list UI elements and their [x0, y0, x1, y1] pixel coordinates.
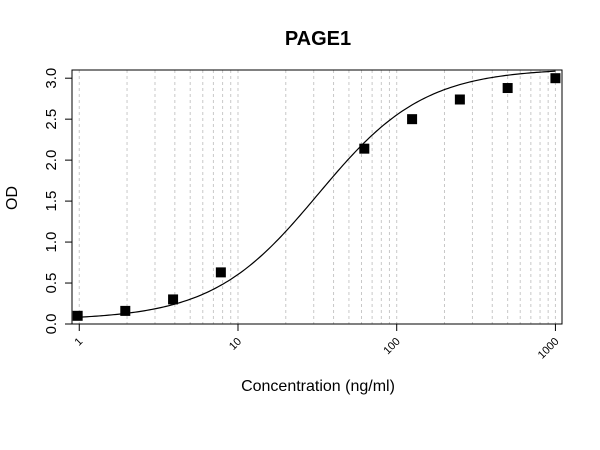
fit-curve: [77, 70, 556, 318]
x-axis: 1 10 100 1000: [73, 324, 562, 361]
data-points: [72, 73, 561, 321]
data-point: [168, 294, 179, 305]
data-point: [407, 114, 418, 125]
data-point: [454, 94, 465, 105]
chart-title: PAGE1: [285, 28, 351, 50]
y-tick-label: 1.0: [43, 232, 60, 253]
data-point: [550, 73, 561, 84]
y-tick-label: 2.5: [43, 109, 60, 130]
x-tick-label: 1: [73, 336, 86, 349]
data-point: [215, 267, 226, 278]
plot-frame: [71, 69, 563, 325]
data-point: [359, 143, 370, 154]
data-point: [502, 83, 513, 94]
y-axis: 0.0 0.5 1.0 1.5 2.0 2.5 3.0: [43, 68, 72, 335]
y-axis-label: OD: [4, 186, 21, 210]
y-tick-label: 3.0: [43, 68, 60, 89]
y-tick-label: 0.5: [43, 273, 60, 294]
x-tick-label: 10: [227, 336, 244, 353]
y-tick-label: 0.0: [43, 314, 60, 335]
x-tick-label: 100: [381, 336, 402, 357]
data-point: [120, 305, 131, 316]
x-axis-label: Concentration (ng/ml): [241, 378, 395, 395]
y-tick-label: 1.5: [43, 191, 60, 212]
x-tick-label: 1000: [536, 336, 562, 362]
y-tick-label: 2.0: [43, 150, 60, 171]
data-point: [72, 310, 83, 321]
grid: [78, 70, 556, 324]
